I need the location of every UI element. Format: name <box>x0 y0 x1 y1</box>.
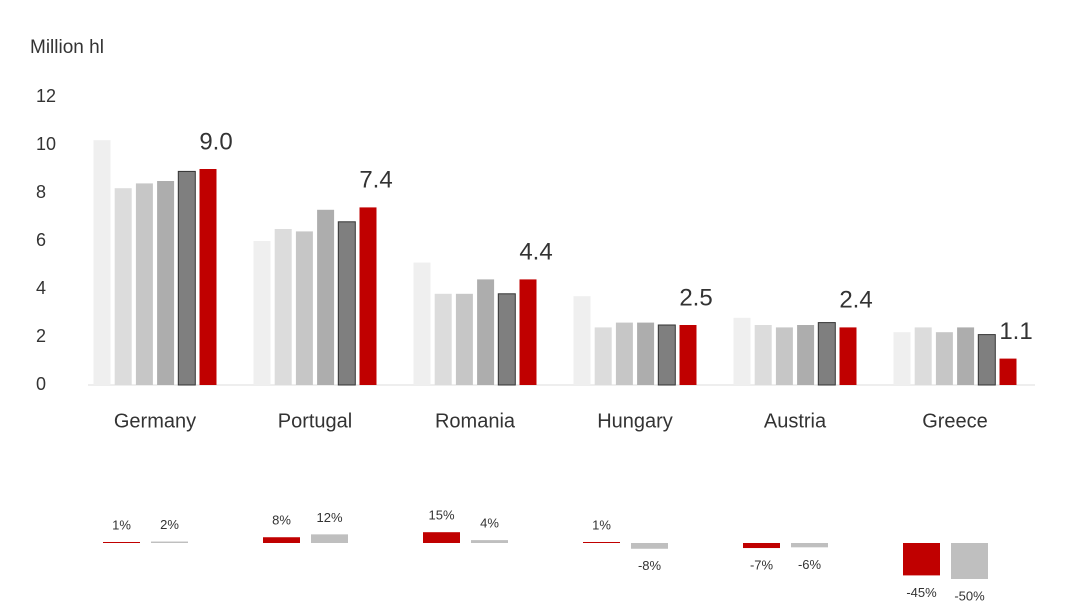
bar <box>637 322 655 385</box>
data-label: 4.4 <box>519 239 552 266</box>
y-tick-label: 10 <box>36 134 56 154</box>
change-bar <box>423 532 460 543</box>
bar <box>317 209 335 385</box>
change-label: 15% <box>428 508 454 523</box>
change-bar <box>583 542 620 543</box>
data-label: 9.0 <box>199 128 232 155</box>
bar <box>733 317 751 385</box>
bar <box>935 332 953 385</box>
bar <box>295 231 313 385</box>
bar <box>594 327 612 385</box>
bar <box>477 279 495 385</box>
change-label: 2% <box>160 517 179 532</box>
change-bar <box>103 542 140 543</box>
bar <box>157 181 175 385</box>
change-label: -7% <box>750 557 774 572</box>
x-tick-label: Portugal <box>278 410 353 432</box>
x-tick-label: Romania <box>435 410 516 432</box>
change-label: -8% <box>638 558 662 573</box>
change-label: 8% <box>272 513 291 528</box>
bar <box>455 293 473 385</box>
y-tick-label: 0 <box>36 374 46 394</box>
change-bar <box>743 543 780 549</box>
bar <box>999 358 1017 385</box>
bar <box>177 170 196 386</box>
y-tick-label: 6 <box>36 230 46 250</box>
y-tick-label: 8 <box>36 182 46 202</box>
data-label: 7.4 <box>359 167 392 194</box>
x-tick-label: Austria <box>764 410 827 432</box>
bar <box>274 229 292 385</box>
y-tick-label: 12 <box>36 86 56 106</box>
bar <box>957 327 975 385</box>
data-label: 1.1 <box>999 318 1032 345</box>
change-bar <box>903 543 940 576</box>
bar <box>413 262 431 385</box>
change-label: 4% <box>480 516 499 531</box>
y-tick-label: 4 <box>36 278 46 298</box>
bar <box>199 169 217 385</box>
change-label: -50% <box>954 588 985 603</box>
data-label: 2.4 <box>839 287 872 314</box>
change-bar <box>791 543 828 548</box>
x-tick-label: Hungary <box>597 410 673 432</box>
y-tick-label: 2 <box>36 326 46 346</box>
bar <box>615 322 633 385</box>
change-bar <box>151 541 188 543</box>
change-label: 1% <box>112 517 131 532</box>
bar <box>893 332 911 385</box>
change-bar <box>471 540 508 543</box>
change-bar <box>311 534 348 543</box>
bar <box>434 293 452 385</box>
bar <box>253 241 271 385</box>
bar <box>797 325 815 385</box>
bar <box>775 327 793 385</box>
axis-label: Million hl <box>30 37 104 58</box>
bar <box>359 207 377 385</box>
change-bar <box>951 543 988 579</box>
bar <box>914 327 932 385</box>
change-label: 12% <box>316 510 342 525</box>
bar <box>817 322 836 386</box>
bar <box>93 140 111 385</box>
bar <box>679 325 697 385</box>
change-label: -45% <box>906 585 937 600</box>
bar <box>754 325 772 385</box>
bar <box>497 293 516 386</box>
x-tick-label: Germany <box>114 410 196 432</box>
x-tick-label: Greece <box>922 410 988 432</box>
bar <box>657 324 676 386</box>
bar <box>114 188 132 385</box>
bar <box>135 183 153 385</box>
bar <box>977 334 996 386</box>
bar <box>337 221 356 386</box>
change-label: -6% <box>798 557 822 572</box>
bar <box>839 327 857 385</box>
change-bar <box>631 543 668 549</box>
change-label: 1% <box>592 517 611 532</box>
bar <box>519 279 537 385</box>
bar <box>573 296 591 385</box>
change-bar <box>263 537 300 543</box>
data-label: 2.5 <box>679 284 712 311</box>
